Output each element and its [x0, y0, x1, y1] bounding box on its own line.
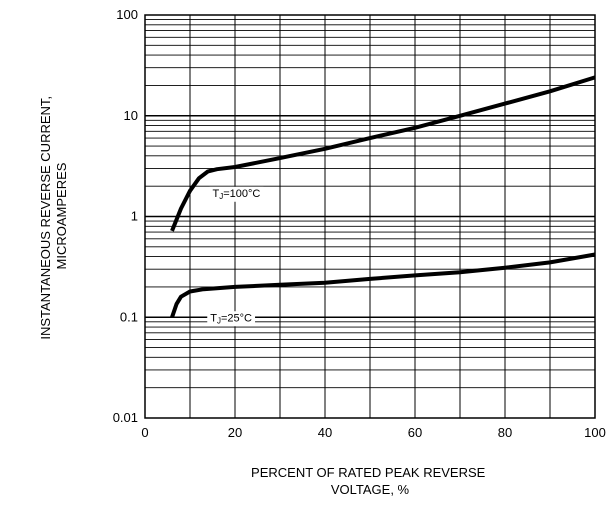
y-tick-label: 0.01	[113, 410, 138, 425]
y-tick-label: 1	[131, 209, 138, 224]
y-tick-label: 0.1	[120, 309, 138, 324]
annotation-tj-100-text: TJ=100°C	[213, 188, 261, 201]
x-tick-label: 20	[228, 425, 242, 440]
annotation-tj-100-sub: J	[219, 192, 223, 201]
y-axis-label-line1: INSTANTANEOUS REVERSE CURRENT,	[38, 96, 53, 340]
annotation-tj-100-rest: =100°C	[223, 188, 260, 200]
x-axis-label-line2: VOLTAGE, %	[331, 482, 410, 497]
x-tick-label: 0	[141, 425, 148, 440]
y-tick-label: 100	[116, 7, 138, 22]
x-tick-label: 40	[318, 425, 332, 440]
y-axis-label: INSTANTANEOUS REVERSE CURRENT, MICROAMPE…	[38, 92, 69, 339]
y-axis-label-line2: MICROAMPERES	[54, 162, 69, 269]
annotation-tj-25-t: T	[210, 312, 217, 324]
annotation-tj-25-text: TJ=25°C	[210, 312, 252, 325]
annotation-tj-25-sub: J	[217, 316, 221, 325]
x-tick-label: 80	[498, 425, 512, 440]
annotation-tj-25: TJ=25°C	[207, 311, 256, 327]
x-tick-label: 100	[584, 425, 606, 440]
curve-series-2	[170, 252, 596, 318]
annotation-tj-25-rest: =25°C	[221, 312, 252, 324]
x-axis-label: PERCENT OF RATED PEAK REVERSE VOLTAGE, %	[251, 465, 489, 497]
x-tick-label: 60	[408, 425, 422, 440]
annotation-tj-100-t: T	[213, 188, 220, 200]
annotation-tj-100: TJ=100°C	[209, 186, 264, 202]
curve-series-1	[170, 75, 596, 232]
plot-frame	[144, 14, 596, 419]
curves	[170, 75, 596, 318]
x-axis-label-line1: PERCENT OF RATED PEAK REVERSE	[251, 465, 486, 480]
y-tick-label: 10	[124, 108, 138, 123]
tick-labels: 0 20 40 60 80 100 0.01 0.1 1 10 100	[113, 7, 606, 440]
grid	[145, 15, 595, 418]
